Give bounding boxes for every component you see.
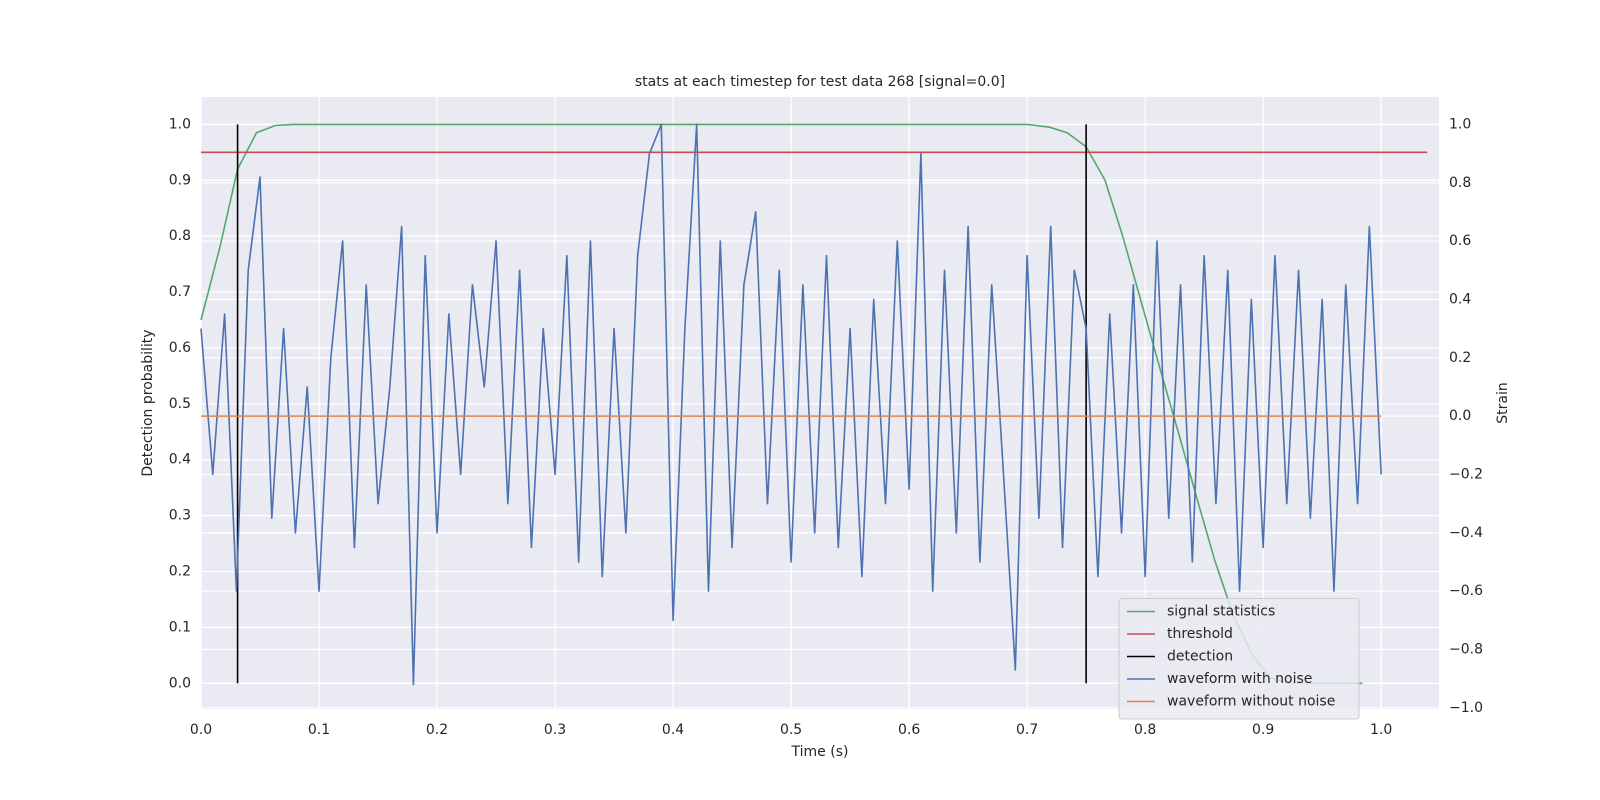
y-tick-label: 0.7: [169, 284, 191, 300]
y-tick-label: 0.2: [169, 564, 191, 580]
y-tick-label: 0.3: [169, 508, 191, 524]
y2-tick-label: −0.2: [1449, 466, 1483, 482]
x-tick-label: 0.0: [190, 722, 212, 738]
y-tick-label: 0.4: [169, 452, 191, 468]
chart-title: stats at each timestep for test data 268…: [635, 74, 1005, 90]
y2-tick-label: 0.4: [1449, 291, 1471, 307]
legend-label: detection: [1167, 649, 1233, 665]
y-tick-label: 0.0: [169, 675, 191, 691]
y2-tick-label: 0.2: [1449, 350, 1471, 366]
y-tick-label: 0.1: [169, 619, 191, 635]
x-tick-label: 0.1: [308, 722, 330, 738]
y2-tick-label: −0.8: [1449, 641, 1483, 657]
x-tick-label: 0.4: [662, 722, 684, 738]
x-tick-label: 0.6: [898, 722, 920, 738]
x-tick-label: 0.3: [544, 722, 566, 738]
legend: [1118, 598, 1360, 720]
legend-label: waveform with noise: [1167, 671, 1312, 687]
x-tick-label: 0.5: [780, 722, 802, 738]
y-axis-label: Detection probability: [140, 329, 156, 476]
x-tick-label: 0.7: [1016, 722, 1038, 738]
y2-tick-label: 0.0: [1449, 408, 1471, 424]
y2-tick-label: −0.4: [1449, 525, 1483, 541]
series-line: [200, 123, 1382, 686]
x-tick-label: 0.2: [426, 722, 448, 738]
y-tick-label: 0.5: [169, 396, 191, 412]
y2-tick-label: −1.0: [1449, 700, 1483, 716]
legend-label: threshold: [1167, 626, 1233, 642]
y2-axis-label: Strain: [1495, 382, 1511, 423]
y2-tick-label: 0.8: [1449, 175, 1471, 191]
x-tick-label: 0.8: [1134, 722, 1156, 738]
y2-tick-label: 0.6: [1449, 233, 1471, 249]
y2-tick-label: −0.6: [1449, 583, 1483, 599]
y2-tick-label: 1.0: [1449, 116, 1471, 132]
x-tick-label: 1.0: [1370, 722, 1392, 738]
x-tick-label: 0.9: [1252, 722, 1274, 738]
y-tick-label: 1.0: [169, 116, 191, 132]
x-axis-label: Time (s): [791, 744, 849, 760]
y-tick-label: 0.8: [169, 228, 191, 244]
y-tick-label: 0.6: [169, 340, 191, 356]
y-tick-label: 0.9: [169, 172, 191, 188]
legend-label: signal statistics: [1167, 604, 1275, 620]
legend-label: waveform without noise: [1167, 694, 1335, 710]
